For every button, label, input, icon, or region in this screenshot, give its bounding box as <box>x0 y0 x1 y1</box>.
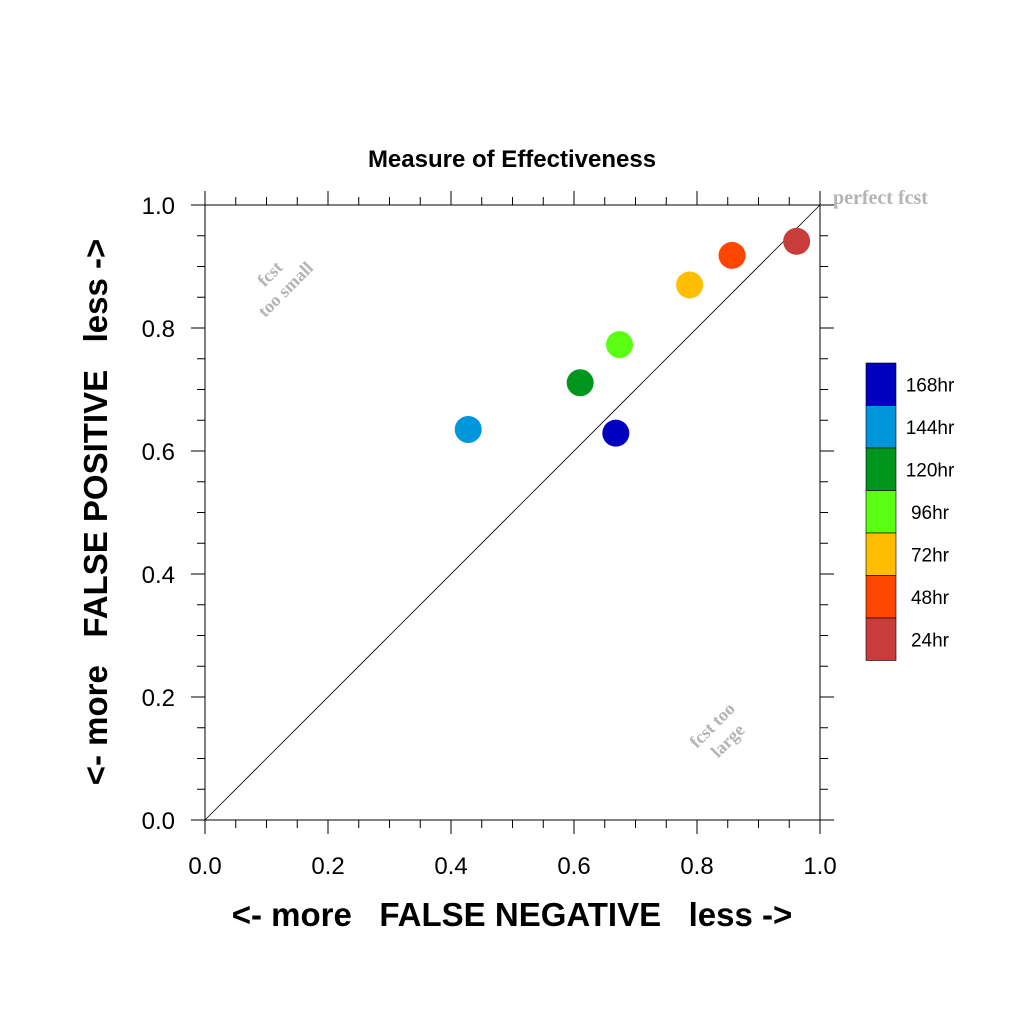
legend-swatch-144hr <box>865 405 897 449</box>
legend-label-168hr: 168hr <box>906 375 955 396</box>
x-tick-label: 0.6 <box>557 853 590 880</box>
legend-label-144hr: 144hr <box>906 418 955 439</box>
data-point-96hr <box>606 331 634 359</box>
data-point-24hr <box>783 227 811 255</box>
y-axis-label: <- more FALSE POSITIVE less -> <box>77 239 114 786</box>
x-tick-label: 0.8 <box>680 853 713 880</box>
data-point-144hr <box>454 415 482 443</box>
legend-swatch-24hr <box>865 617 897 661</box>
legend-label-48hr: 48hr <box>911 588 950 609</box>
legend-swatch-168hr <box>865 362 897 406</box>
x-axis-label: <- more FALSE NEGATIVE less -> <box>232 896 793 933</box>
y-tick-label: 0.2 <box>142 685 175 712</box>
legend-label-120hr: 120hr <box>906 460 955 481</box>
x-tick-label: 0.2 <box>311 853 344 880</box>
legend-label-72hr: 72hr <box>911 545 950 566</box>
y-tick-label: 0.0 <box>142 808 175 835</box>
x-tick-label: 0.4 <box>434 853 467 880</box>
legend-swatch-120hr <box>865 447 897 491</box>
y-tick-label: 0.8 <box>142 316 175 343</box>
x-tick-label: 1.0 <box>803 853 836 880</box>
reference-line-group <box>204 204 821 821</box>
legend-label-24hr: 24hr <box>911 630 950 651</box>
diagonal-reference-line <box>204 204 821 821</box>
legend-swatch-96hr <box>865 490 897 534</box>
ticks: 0.0 0.2 0.4 0.6 0.8 1.0 0.0 0.2 0.4 0.6 0.8 1.0 <box>142 191 837 880</box>
data-points <box>454 227 811 447</box>
data-point-168hr <box>602 419 630 447</box>
y-tick-label: 0.4 <box>142 562 175 589</box>
y-tick-label: 0.6 <box>142 439 175 466</box>
chart-title: Measure of Effectiveness <box>368 146 656 173</box>
legend-swatch-72hr <box>865 532 897 576</box>
x-tick-label: 0.0 <box>188 853 221 880</box>
annotations: perfect fcst fcst too small fcst too lar… <box>253 187 928 762</box>
data-point-72hr <box>676 271 704 299</box>
perfect-fcst-annotation: perfect fcst <box>833 187 928 209</box>
legend-swatch-48hr <box>865 575 897 619</box>
legend-label-96hr: 96hr <box>911 503 950 524</box>
data-point-120hr <box>566 369 594 397</box>
legend: 168hr 144hr 120hr 96hr 72hr 48hr 24hr <box>865 362 955 661</box>
y-tick-label: 1.0 <box>142 193 175 220</box>
data-point-48hr <box>718 241 746 269</box>
